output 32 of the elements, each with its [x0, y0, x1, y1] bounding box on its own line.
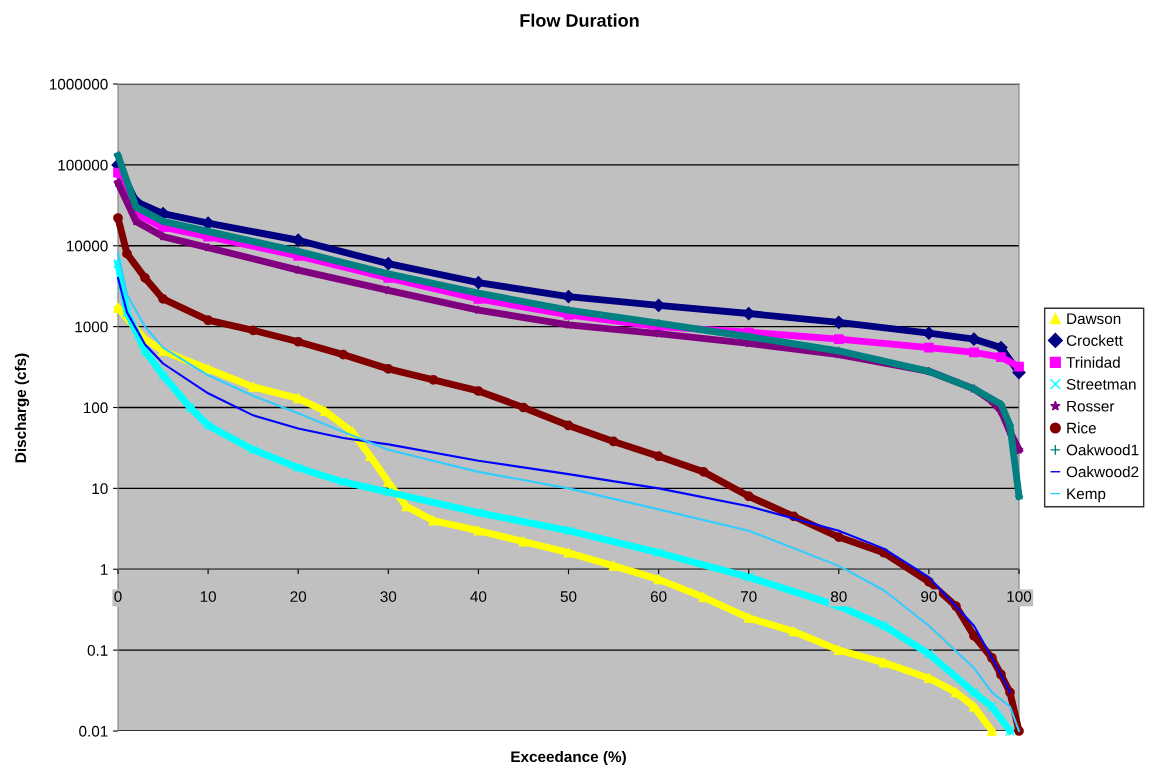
legend-label: Oakwood2: [1066, 466, 1139, 478]
x-tick-label: 90: [921, 591, 937, 602]
legend-label: Crockett: [1066, 334, 1123, 346]
legend-label: Kemp: [1067, 488, 1106, 503]
x-tick-label: 40: [470, 591, 487, 602]
x-tick-label: 70: [740, 591, 757, 602]
x-tick-label: 0: [114, 591, 122, 602]
x-tick-label: 50: [560, 591, 577, 602]
x-tick-label: 30: [380, 591, 397, 602]
legend-label: Rice: [1067, 422, 1096, 434]
chart-title: Flow Duration: [520, 13, 639, 27]
y-tick-label: 1000000: [49, 78, 108, 90]
x-tick-label: 80: [830, 591, 847, 602]
legend-label: Trinidad: [1066, 356, 1120, 368]
x-tick-label: 100: [1007, 591, 1032, 602]
y-tick-label: 100000: [58, 159, 108, 171]
x-tick-label: 20: [290, 591, 307, 602]
legend-label: Oakwood1: [1066, 444, 1139, 456]
y-tick-label: 10: [92, 483, 108, 495]
x-tick-label: 10: [200, 591, 216, 602]
legend-label: Dawson: [1067, 313, 1121, 325]
y-tick-label: 0.01: [79, 725, 108, 737]
y-axis-title: Discharge (cfs): [14, 353, 30, 463]
y-tick-label: 1000: [75, 321, 108, 333]
y-tick-label: 10000: [66, 240, 108, 252]
x-tick-label: 60: [650, 591, 667, 602]
legend-label: Rosser: [1067, 400, 1115, 412]
y-tick-label: 0.1: [87, 644, 108, 656]
legend-label: Streetman: [1066, 378, 1136, 390]
x-axis-title: Exceedance (%): [511, 750, 626, 766]
y-tick-label: 100: [83, 402, 108, 414]
y-tick-label: 1: [100, 564, 108, 575]
